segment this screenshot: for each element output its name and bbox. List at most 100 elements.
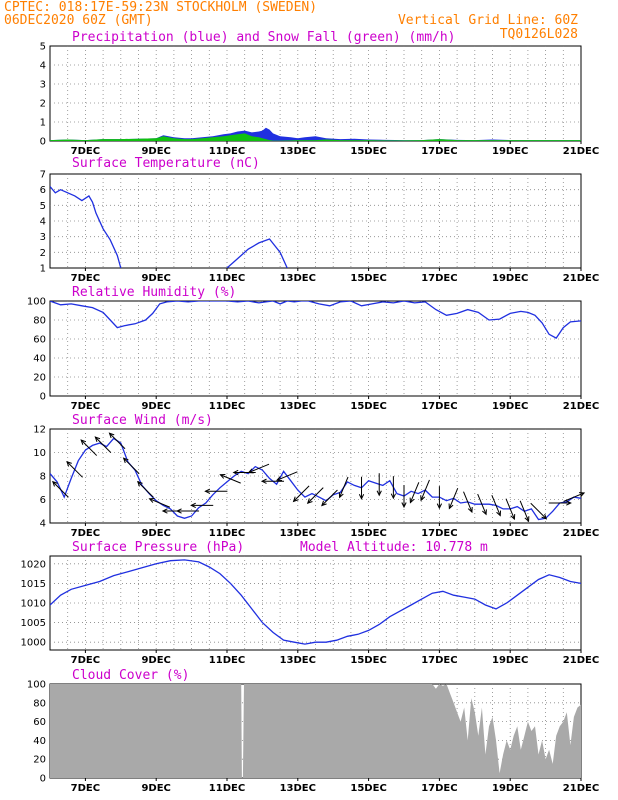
wind-line-0: [50, 437, 581, 521]
wind-arrow-shaft: [293, 485, 310, 502]
temp-xtick: 7DEC: [71, 273, 100, 284]
cloud-xtick: 11DEC: [209, 783, 245, 794]
wind-arrow-head: [94, 436, 101, 442]
pressure-ytick: 1000: [21, 638, 46, 649]
rh-ytick: 100: [27, 297, 46, 308]
rh-line-0: [50, 301, 581, 339]
precip-ytick: 3: [40, 80, 46, 91]
precip-xtick: 13DEC: [280, 146, 316, 157]
temp-panel: 1 2 3 4 5 6 7 7DEC 9DEC 11DEC 13DEC 15DEC 17DEC 19DEC…: [40, 170, 600, 285]
wind-ytick: 12: [33, 425, 46, 436]
precip-xtick: 11DEC: [209, 146, 245, 157]
precip-title: Precipitation (blue) and Snow Fall (gree…: [72, 30, 456, 45]
wind-arrow-head: [161, 508, 168, 514]
wind-arrow-shaft: [137, 481, 154, 498]
cloud-xtick: 9DEC: [141, 783, 170, 794]
temp-ytick: 2: [40, 248, 46, 259]
temp-ytick: 6: [40, 185, 46, 196]
pressure-xtick: 21DEC: [563, 655, 599, 666]
wind-arrow-shaft: [491, 495, 501, 516]
cloud-xtick: 21DEC: [563, 783, 599, 794]
wind-arrow-head: [52, 480, 58, 487]
temp-xtick: 15DEC: [350, 273, 386, 284]
wind-xtick: 15DEC: [350, 528, 386, 539]
cloud-ytick: 0: [40, 774, 46, 785]
precip-ytick: 5: [40, 42, 46, 53]
wind-arrow-head: [190, 502, 196, 509]
precip-ytick: 0: [40, 137, 46, 148]
pressure-frame: [49, 555, 582, 651]
pressure-xtick: 13DEC: [280, 655, 316, 666]
wind-arrow-head: [108, 432, 115, 439]
header-location: CPTEC: 018:17E-59:23N STOCKHOLM (SWEDEN): [4, 0, 317, 15]
wind-arrow-head: [306, 498, 313, 504]
pressure-ytick: 1015: [21, 579, 46, 590]
wind-arrow-shaft: [276, 471, 298, 481]
pressure-ytick: 1010: [21, 599, 46, 610]
wind-arrow-shaft: [463, 491, 473, 513]
cloud-xtick: 19DEC: [492, 783, 528, 794]
precip-xtick: 15DEC: [350, 146, 386, 157]
wind-arrow-shaft: [109, 432, 126, 450]
wind-xtick: 9DEC: [141, 528, 170, 539]
wind-xtick: 19DEC: [492, 528, 528, 539]
cloud-xtick: 15DEC: [350, 783, 386, 794]
wind-ytick: 8: [40, 472, 46, 483]
precip-ytick: 2: [40, 99, 46, 110]
wind-title: Surface Wind (m/s): [72, 413, 213, 428]
wind-arrow-head: [376, 490, 382, 497]
rh-ytick: 40: [33, 354, 46, 365]
wind-arrow-shaft: [248, 463, 270, 474]
wind-arrow-head: [401, 502, 407, 509]
wind-arrow-shaft: [563, 492, 585, 502]
rh-panel: 0 20 40 60 80 100 7DEC 9DEC 11DEC 13DEC 15DEC 17DEC…: [27, 297, 599, 413]
precip-panel: 0 1 2 3 4 5 7DEC 9DEC 11DEC 13DEC 15DEC 17DEC 19DEC 2…: [40, 42, 600, 158]
temp-xtick: 11DEC: [209, 273, 245, 284]
temp-xtick: 17DEC: [421, 273, 457, 284]
header-model-code: TQ0126L028: [500, 27, 578, 42]
wind-arrow-shaft: [220, 474, 241, 484]
wind-arrow-shaft: [448, 487, 459, 509]
pressure-xtick: 19DEC: [492, 655, 528, 666]
rh-xtick: 11DEC: [209, 401, 245, 412]
wind-arrow-shaft: [530, 502, 547, 520]
cloud-xtick: 7DEC: [71, 783, 100, 794]
wind-arrow-shaft: [339, 476, 349, 498]
header-grid-line: Vertical Grid Line: 60Z: [398, 13, 578, 28]
wind-arrow-head: [541, 513, 548, 520]
rh-xtick: 19DEC: [492, 401, 528, 412]
wind-arrow-head: [80, 439, 87, 445]
wind-arrow-head: [482, 509, 487, 516]
wind-arrow-shaft: [80, 439, 98, 456]
wind-xtick: 21DEC: [563, 528, 599, 539]
wind-arrow-shaft: [123, 457, 140, 475]
wind-arrow-shaft: [66, 461, 83, 478]
wind-arrow-head: [420, 495, 426, 502]
wind-ytick: 10: [33, 448, 46, 459]
model-altitude: Model Altitude: 10.778 m: [300, 540, 488, 555]
rh-xtick: 21DEC: [563, 401, 599, 412]
wind-arrow-shaft: [149, 498, 171, 508]
wind-arrow-head: [467, 506, 473, 514]
temp-ytick: 7: [40, 170, 46, 181]
wind-arrow-shaft: [321, 489, 338, 506]
snowfall-series: [50, 133, 581, 141]
wind-arrow-head: [510, 514, 516, 521]
wind-arrow-head: [321, 500, 327, 507]
wind-arrow-head: [566, 500, 572, 506]
pressure-ytick: 1005: [21, 618, 46, 629]
pressure-xtick: 17DEC: [421, 655, 457, 666]
rh-xtick: 13DEC: [280, 401, 316, 412]
cloud-title: Cloud Cover (%): [72, 668, 189, 683]
temp-ytick: 4: [40, 217, 46, 228]
cloud-ytick: 100: [27, 680, 46, 691]
precip-xtick: 7DEC: [71, 146, 100, 157]
rh-ytick: 60: [33, 335, 46, 346]
pressure-xtick: 9DEC: [141, 655, 170, 666]
cloud-cover-series: [50, 684, 581, 778]
cloud-xtick: 17DEC: [421, 783, 457, 794]
wind-arrow-head: [496, 510, 502, 517]
wind-arrow-head: [260, 478, 267, 484]
temp-ytick: 5: [40, 201, 46, 212]
